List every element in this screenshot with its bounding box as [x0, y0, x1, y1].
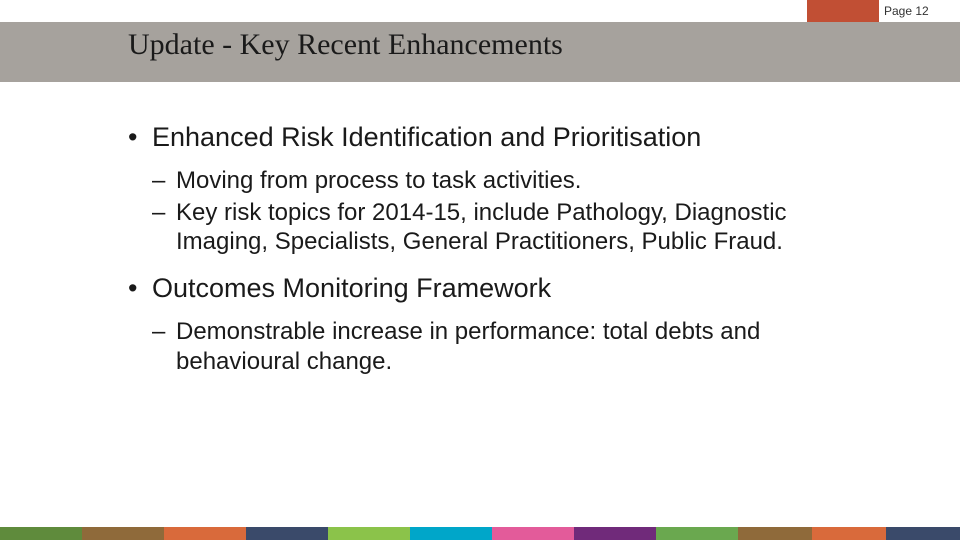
- footer-stripe-segment: [886, 527, 960, 540]
- footer-stripe-segment: [0, 527, 82, 540]
- accent-block: [807, 0, 879, 22]
- slide: Page 12 Update - Key Recent Enhancements…: [0, 0, 960, 540]
- bullet-level2: Key risk topics for 2014-15, include Pat…: [152, 198, 848, 258]
- footer-stripe-segment: [812, 527, 886, 540]
- footer-stripe-segment: [164, 527, 246, 540]
- footer-stripe-segment: [246, 527, 328, 540]
- footer-stripe-segment: [82, 527, 164, 540]
- footer-stripe-segment: [656, 527, 738, 540]
- bullet-level2: Demonstrable increase in performance: to…: [152, 317, 848, 377]
- footer-stripes: [0, 527, 960, 540]
- footer-stripe-segment: [738, 527, 812, 540]
- section-gap: [128, 259, 848, 273]
- footer-stripe-segment: [328, 527, 410, 540]
- footer-stripe-segment: [574, 527, 656, 540]
- content-area: Enhanced Risk Identification and Priorit…: [128, 122, 848, 378]
- footer-stripe-segment: [492, 527, 574, 540]
- bullet-level1: Outcomes Monitoring Framework: [128, 273, 848, 305]
- slide-title: Update - Key Recent Enhancements: [128, 28, 563, 62]
- page-number: Page 12: [884, 0, 929, 22]
- footer-stripe-segment: [410, 527, 492, 540]
- bullet-level1: Enhanced Risk Identification and Priorit…: [128, 122, 848, 154]
- bullet-level2: Moving from process to task activities.: [152, 166, 848, 196]
